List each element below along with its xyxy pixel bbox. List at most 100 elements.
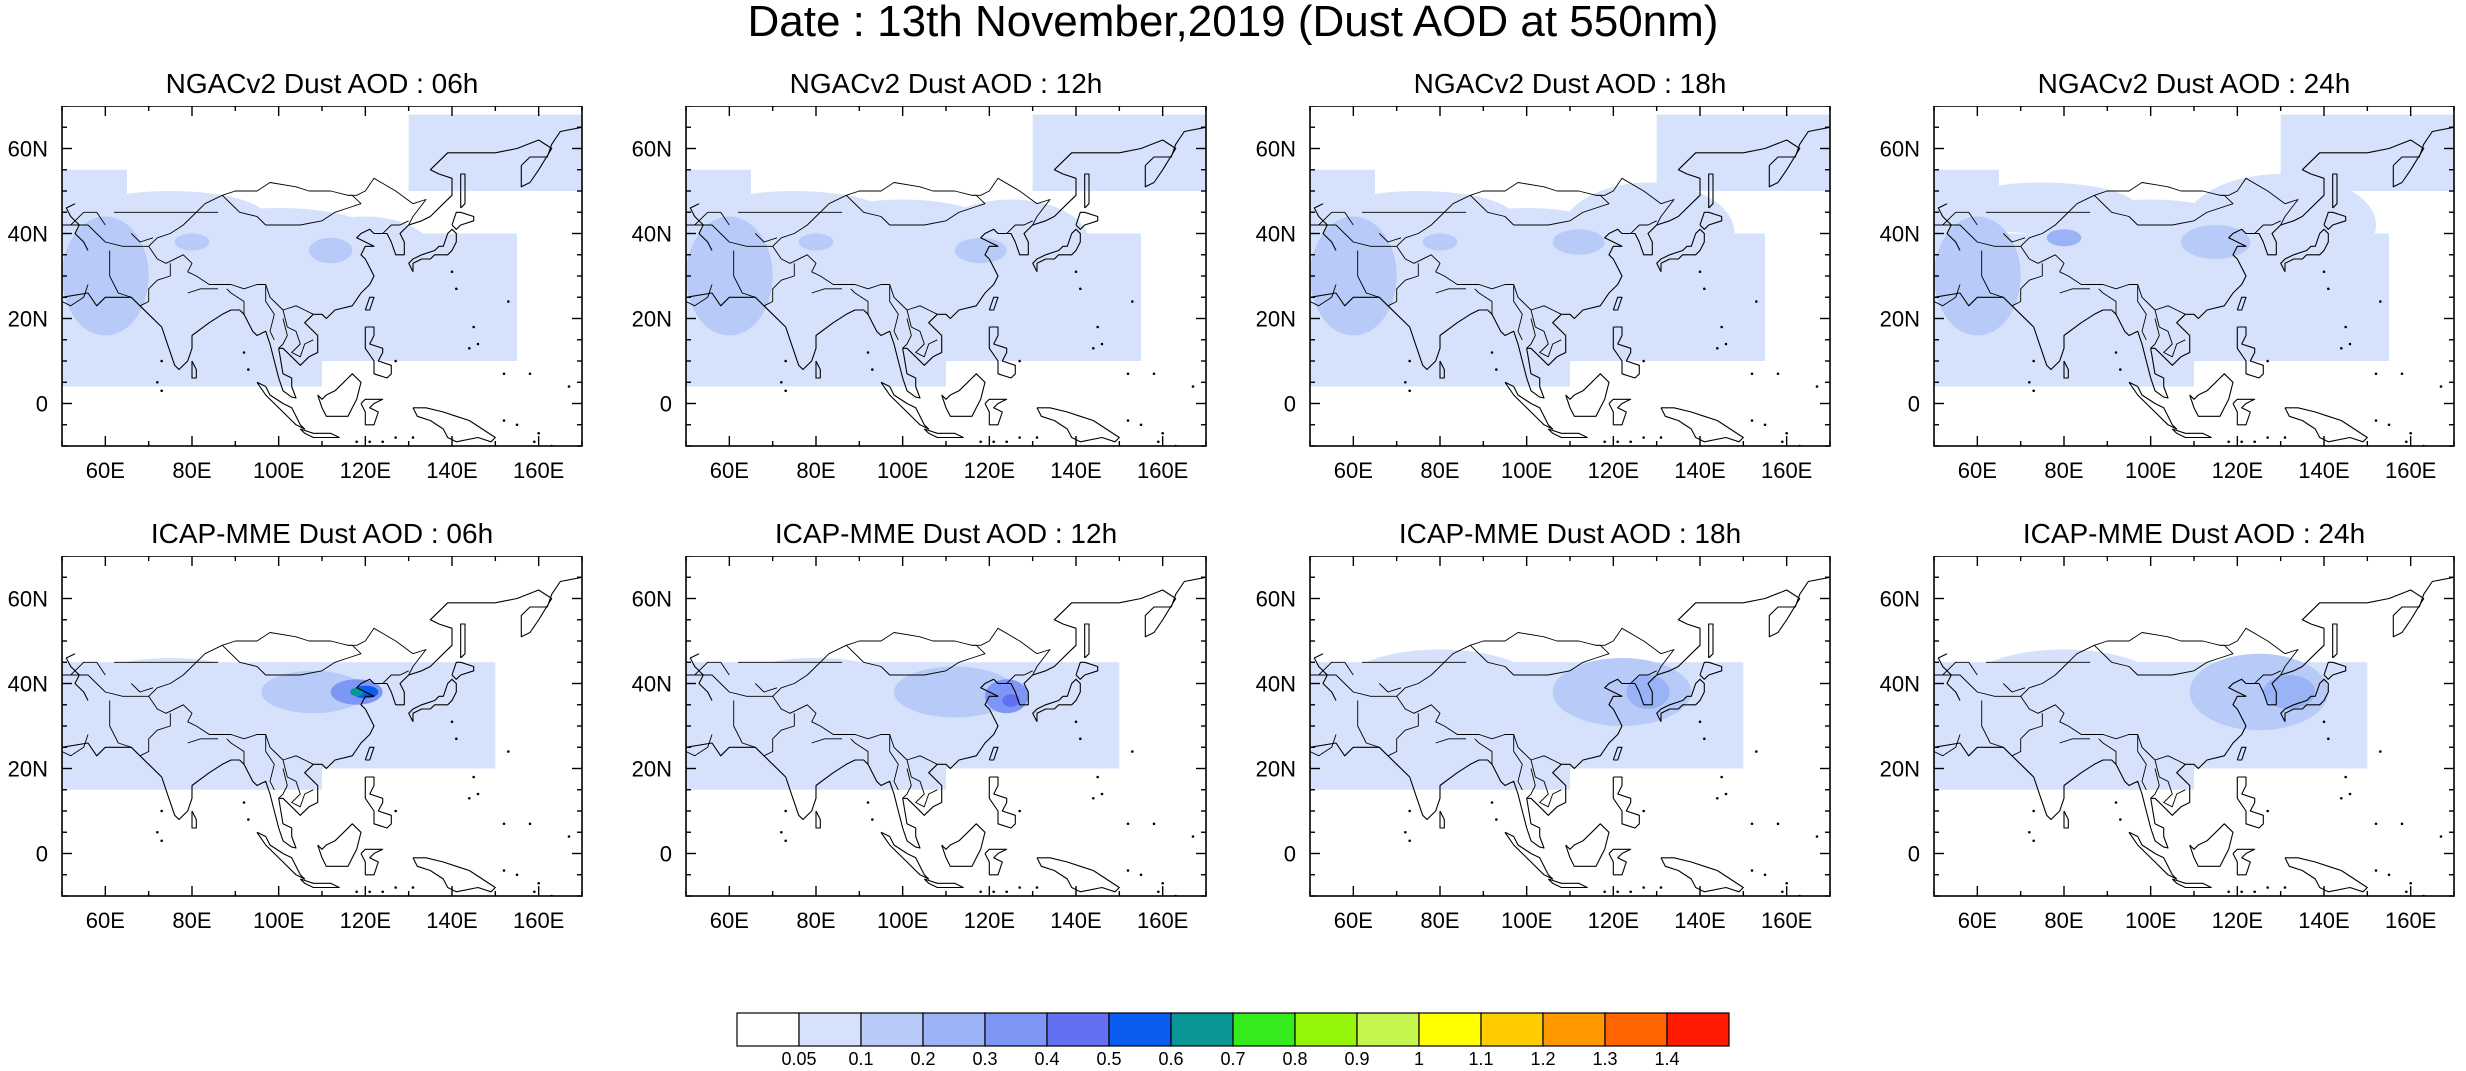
country-border [694, 661, 730, 676]
coastline [1075, 211, 1099, 230]
panel-title: ICAP-MME Dust AOD : 18h [1398, 518, 1742, 549]
coastline [2323, 211, 2347, 230]
lon-tick-label: 80E [1420, 908, 1459, 933]
panel-title: ICAP-MME Dust AOD : 06h [150, 518, 494, 549]
coastline [2236, 776, 2264, 829]
country-border [1387, 263, 1419, 307]
map-panel: ICAP-MME Dust AOD : 24h 60E 80E 100E 120E 140… [1872, 520, 2466, 970]
coastline [815, 810, 821, 829]
coastline [2280, 678, 2329, 723]
colorbar-box [1542, 1012, 1606, 1047]
coastline [2189, 373, 2234, 417]
island [381, 890, 384, 894]
island [2400, 372, 2404, 376]
country-border [733, 700, 756, 748]
colorbar-box [1480, 1012, 1544, 1047]
island [1005, 890, 1008, 894]
island [1716, 796, 1719, 800]
coastline [984, 398, 1008, 426]
country-border [2150, 768, 2160, 799]
lon-tick-label: 120E [2212, 908, 2263, 933]
country-border [906, 759, 938, 808]
coastline [191, 360, 197, 379]
island [1785, 881, 1788, 885]
coastline [299, 428, 340, 439]
map-panel: NGACv2 Dust AOD : 18h 60E 80E 100E 120E 140E 1… [1248, 70, 1868, 520]
lon-tick-label: 80E [1420, 458, 1459, 483]
coastline [984, 848, 1008, 876]
island [507, 300, 510, 303]
coastline [1656, 228, 1705, 273]
colorbar-label: 0.8 [1282, 1049, 1307, 1067]
coastline [2171, 878, 2212, 889]
island [2327, 287, 2330, 291]
coastline [451, 211, 475, 230]
dust-blob [1310, 216, 1397, 336]
coastline [2280, 228, 2329, 273]
lon-tick-label: 120E [1588, 458, 1639, 483]
lat-tick-label: 40N [632, 222, 672, 247]
coastline [1036, 407, 1120, 443]
country-border [1318, 661, 1354, 676]
coastline [1656, 678, 1705, 723]
island [1720, 325, 1723, 329]
country-border [1435, 738, 1466, 744]
coastline [988, 776, 1016, 829]
island [784, 839, 787, 843]
lat-tick-label: 60N [8, 137, 48, 162]
country-border [2154, 309, 2186, 358]
coastline [1036, 857, 1120, 893]
lon-tick-label: 120E [1588, 908, 1639, 933]
lon-tick-label: 100E [1501, 458, 1552, 483]
country-border [109, 700, 132, 748]
coastline [815, 360, 821, 379]
island [247, 368, 250, 371]
lon-tick-label: 120E [340, 458, 391, 483]
island [871, 368, 874, 371]
island [866, 351, 870, 354]
colorbar-label: 0.7 [1220, 1049, 1245, 1067]
country-border [2154, 759, 2186, 808]
island [1139, 873, 1143, 877]
coastline [412, 407, 496, 443]
island [1191, 835, 1195, 838]
colorbar-box [1046, 1012, 1110, 1047]
country-border [265, 734, 275, 791]
country-border [1474, 738, 1493, 765]
coastline [1934, 576, 2454, 849]
lon-tick-label: 160E [513, 908, 564, 933]
coastline [880, 831, 930, 880]
country-border [2098, 738, 2117, 765]
country-border [62, 734, 89, 757]
island [992, 890, 995, 894]
island [2032, 359, 2035, 363]
island [1126, 419, 1130, 422]
island [502, 822, 506, 826]
island [2119, 818, 2122, 821]
lon-tick-label: 140E [2298, 458, 2349, 483]
country-border [282, 759, 314, 808]
panel-title: NGACv2 Dust AOD : 12h [789, 68, 1103, 99]
lat-tick-label: 0 [1284, 842, 1296, 867]
lat-tick-label: 40N [1880, 672, 1920, 697]
coastline [1547, 878, 1588, 889]
island [2322, 270, 2326, 274]
coastline [1032, 228, 1081, 273]
map-panel: ICAP-MME Dust AOD : 12h 60E 80E 100E 120E 140… [624, 520, 1244, 970]
lon-tick-label: 100E [2125, 458, 2176, 483]
island [1785, 431, 1788, 435]
island [2374, 869, 2378, 872]
lon-tick-label: 80E [172, 908, 211, 933]
island [2266, 886, 2269, 889]
island [1634, 899, 1637, 902]
country-border [811, 288, 842, 294]
lon-tick-label: 60E [710, 908, 749, 933]
country-border [1357, 250, 1380, 298]
island [1763, 423, 1767, 427]
island [1161, 431, 1164, 435]
dust-blob [686, 675, 790, 777]
island [2240, 890, 2243, 894]
dust-blob [2189, 653, 2329, 731]
country-border [686, 627, 1051, 697]
island [1750, 419, 1754, 422]
